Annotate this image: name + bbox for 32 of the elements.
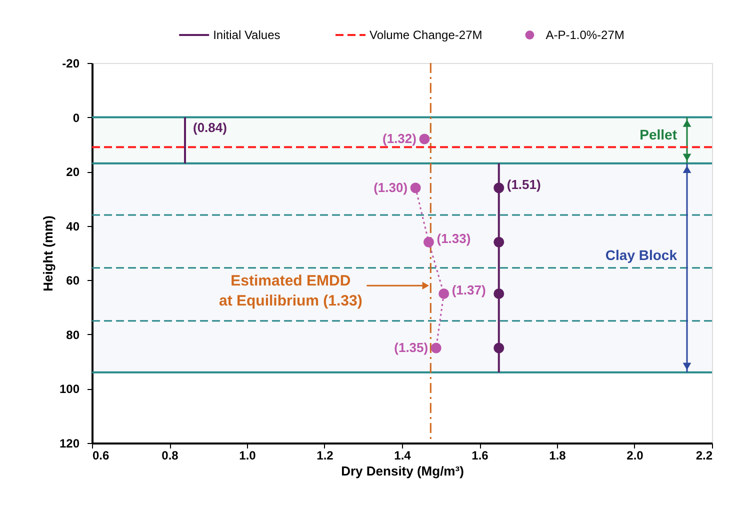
y-tick-label: 100: [59, 382, 80, 396]
y-tick-label: -20: [62, 56, 80, 70]
x-tick-label: 1.0: [239, 448, 256, 462]
x-axis-title: Dry Density (Mg/m³): [341, 464, 464, 478]
x-tick-label: 2.0: [626, 448, 644, 462]
legend-label: Initial Values: [213, 28, 280, 42]
legend-label: A-P-1.0%-27M: [546, 28, 624, 42]
y-tick-label: 20: [66, 165, 80, 180]
annotation: (1.51): [506, 176, 541, 192]
y-tick-label: 60: [66, 274, 80, 288]
annotation: (1.33): [436, 231, 471, 246]
annotation: (1.30): [374, 180, 408, 195]
annotation: (1.35): [394, 340, 428, 355]
annotation: Estimated EMDD at Equilibrium (1.33): [218, 272, 362, 310]
x-tick-label: 0.6: [92, 448, 110, 462]
x-tick-label: 2.2: [696, 448, 713, 462]
y-tick-label: 80: [66, 328, 80, 342]
y-tick-label: 120: [59, 436, 80, 450]
x-tick-label: 1.4: [394, 448, 412, 462]
x-tick-label: 1.8: [549, 448, 566, 462]
y-tick-label: 0: [72, 110, 80, 125]
band-label: Pellet: [640, 126, 678, 142]
y-axis-title: Height (mm): [40, 216, 56, 292]
y-tick-label: 40: [66, 219, 80, 234]
x-tick-label: 1.2: [316, 448, 334, 462]
legend-label: Volume Change-27M: [370, 28, 482, 42]
annotation: (1.32): [382, 131, 416, 146]
annotation: (0.84): [193, 120, 227, 135]
annotation: (1.37): [452, 282, 486, 298]
x-tick-label: 1.6: [472, 448, 489, 462]
band-label: Clay Block: [605, 246, 678, 263]
x-tick-label: 0.8: [162, 448, 179, 462]
